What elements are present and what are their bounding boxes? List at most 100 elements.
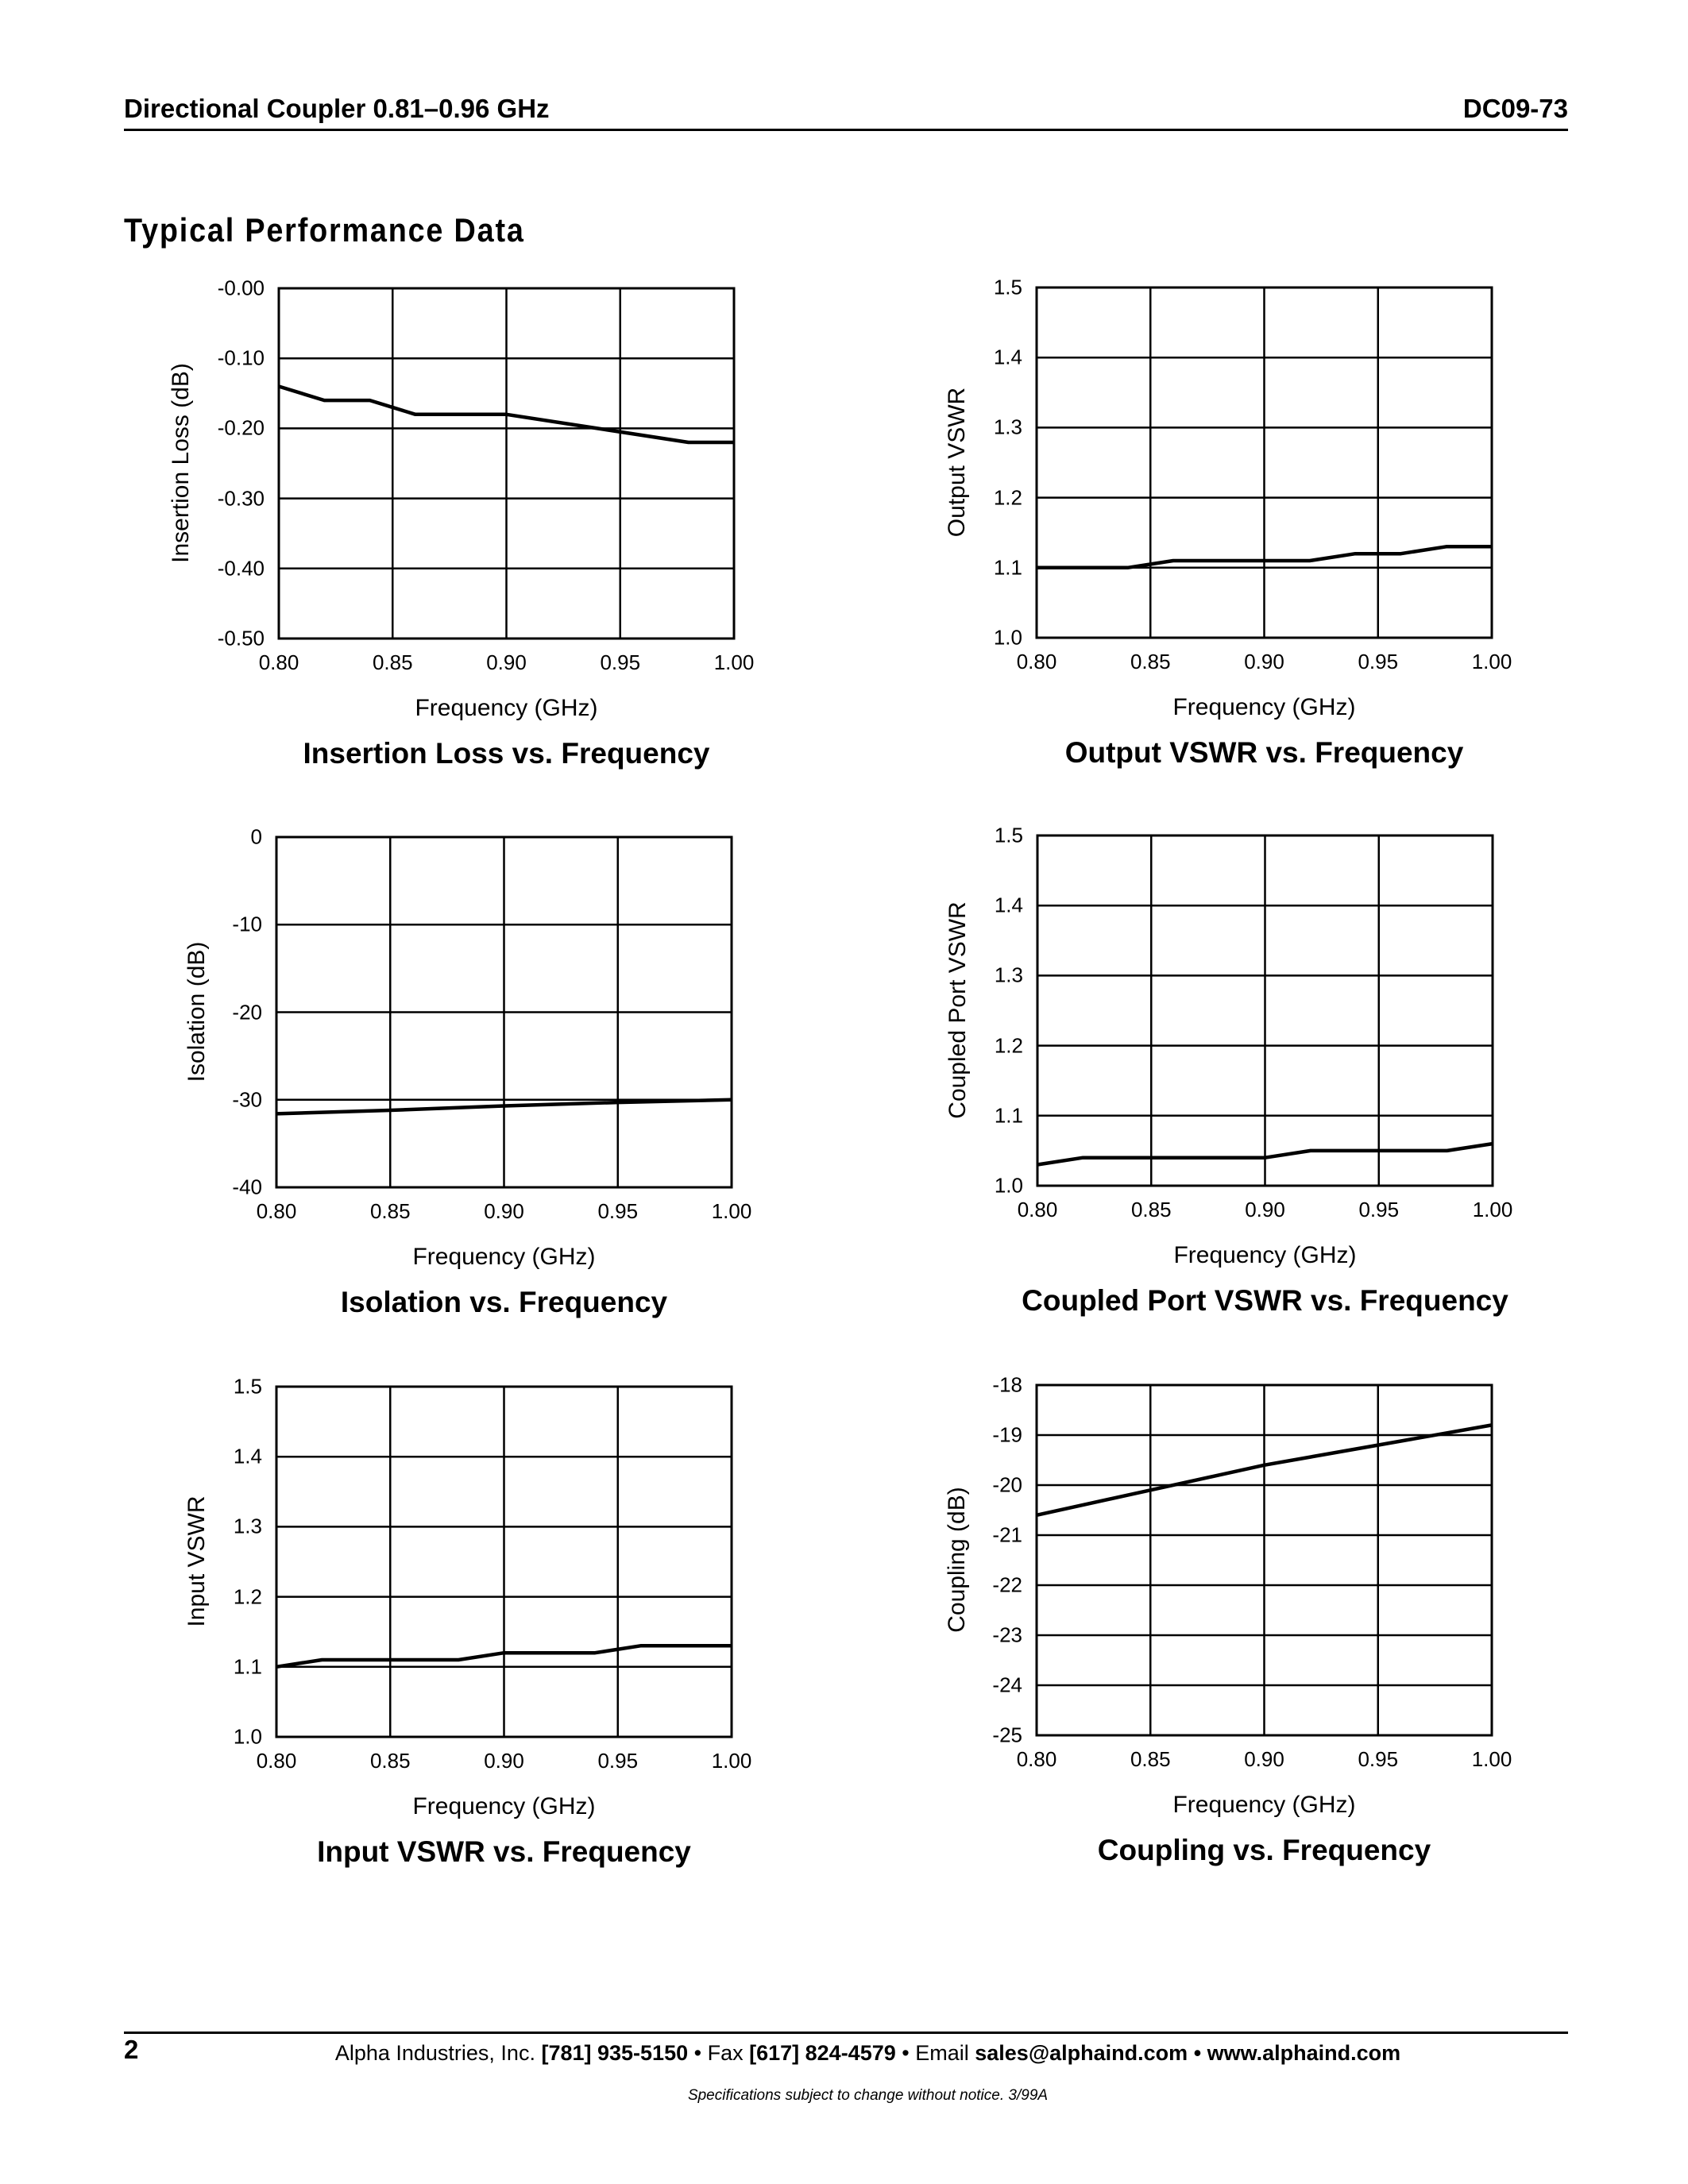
x-tick-label: 0.95 bbox=[600, 650, 641, 674]
y-tick-label: 1.0 bbox=[994, 1173, 1023, 1198]
chart-title: Coupled Port VSWR vs. Frequency bbox=[1022, 1284, 1508, 1317]
x-tick-label: 0.90 bbox=[484, 1199, 524, 1223]
y-tick-label: 1.4 bbox=[993, 345, 1022, 369]
y-tick-label: 1.5 bbox=[233, 1374, 262, 1399]
x-tick-label: 0.80 bbox=[256, 1199, 297, 1223]
x-tick-label: 0.95 bbox=[1358, 650, 1399, 673]
plot-area bbox=[1035, 286, 1493, 639]
y-tick-label: 1.5 bbox=[993, 275, 1022, 299]
y-tick-label: 1.2 bbox=[994, 1033, 1023, 1058]
y-tick-label: 1.3 bbox=[993, 415, 1022, 439]
fax: [617] 824-4579 bbox=[749, 2041, 896, 2065]
x-tick-label: 0.95 bbox=[1358, 1198, 1400, 1221]
y-tick-label: 1.3 bbox=[994, 963, 1023, 987]
y-tick-label: -0.00 bbox=[217, 276, 265, 300]
page-number: 2 bbox=[124, 2035, 139, 2064]
y-tick-label: -0.50 bbox=[217, 626, 265, 650]
chart-input-vswr: 1.5 1.4 1.3 1.2 1.1 1.0 0.80 0.85 0.90 0.95 1.00 Fr… bbox=[183, 1375, 751, 1869]
y-tick-label: -21 bbox=[992, 1522, 1022, 1547]
x-tick-label: 0.90 bbox=[1244, 650, 1284, 673]
y-tick-label: -19 bbox=[992, 1422, 1022, 1447]
fax-label: • Fax bbox=[693, 2041, 744, 2065]
plot-frame bbox=[1036, 834, 1494, 1187]
y-axis-label: Insertion Loss (dB) bbox=[168, 363, 194, 563]
series-line bbox=[1037, 545, 1492, 570]
header-title: Directional Coupler 0.81–0.96 GHz bbox=[124, 94, 550, 123]
plot-area bbox=[1035, 1383, 1493, 1737]
chart-title: Coupling vs. Frequency bbox=[1097, 1834, 1431, 1866]
chart-coupled-port-vswr: 1.5 1.4 1.3 1.2 1.1 1.0 0.80 0.85 0.90 0.95 1.00 Fr… bbox=[944, 824, 1512, 1318]
y-tick-label: 1.0 bbox=[993, 625, 1022, 650]
company-name: Alpha Industries, Inc. bbox=[334, 2041, 535, 2065]
y-tick-label: -22 bbox=[992, 1572, 1022, 1597]
x-tick-label: 0.90 bbox=[1245, 1198, 1285, 1221]
y-tick-label: -23 bbox=[992, 1623, 1022, 1647]
separator: • bbox=[1193, 2041, 1202, 2065]
x-tick-label: 1.00 bbox=[713, 650, 755, 674]
footer-contact: Alpha Industries, Inc. [781] 935-5150 • … bbox=[0, 2041, 1688, 2066]
website-link[interactable]: www.alphaind.com bbox=[1207, 2041, 1401, 2065]
chart-insertion-loss: -0.00 -0.10 -0.20 -0.30 -0.40 -0.50 0.80 0.85 0.… bbox=[168, 276, 754, 770]
x-tick-label: 0.85 bbox=[369, 1199, 411, 1223]
footer-rule bbox=[124, 2032, 1568, 2034]
chart-output-vswr: 1.5 1.4 1.3 1.2 1.1 1.0 0.80 0.85 0.90 0.95 1.00 Fr… bbox=[944, 276, 1512, 770]
header-part-number: DC09-73 bbox=[1462, 94, 1568, 123]
series-line bbox=[276, 1098, 732, 1116]
y-axis-label: Coupled Port VSWR bbox=[944, 901, 971, 1119]
plot-frame bbox=[1035, 286, 1493, 639]
chart-title: Insertion Loss vs. Frequency bbox=[303, 737, 710, 770]
x-tick-label: 1.00 bbox=[1472, 1198, 1513, 1221]
y-tick-label: -25 bbox=[992, 1723, 1022, 1747]
x-tick-label: 0.90 bbox=[484, 1749, 524, 1773]
y-tick-label: -0.40 bbox=[217, 556, 265, 581]
x-tick-label: 0.85 bbox=[1130, 1198, 1172, 1221]
x-tick-label: 1.00 bbox=[1471, 1747, 1512, 1771]
y-tick-label: 1.1 bbox=[993, 555, 1022, 580]
y-tick-label: -30 bbox=[232, 1087, 262, 1112]
chart-title: Isolation vs. Frequency bbox=[340, 1286, 668, 1318]
series-line bbox=[276, 1644, 732, 1669]
series-line bbox=[1037, 1141, 1493, 1167]
x-tick-label: 0.80 bbox=[1016, 650, 1057, 673]
plot-area bbox=[275, 1385, 733, 1738]
y-axis-label: Output VSWR bbox=[944, 387, 970, 538]
y-tick-label: 1.3 bbox=[233, 1514, 262, 1538]
x-tick-label: 0.85 bbox=[369, 1749, 411, 1773]
y-tick-label: -0.20 bbox=[217, 415, 265, 440]
x-tick-label: 1.00 bbox=[1471, 650, 1512, 673]
phone: [781] 935-5150 bbox=[541, 2041, 689, 2065]
y-tick-label: -20 bbox=[232, 1000, 262, 1024]
chart-isolation: 0 -10 -20 -30 -40 0.80 0.85 0.90 0.95 1.00 Frequen… bbox=[183, 825, 751, 1319]
plot-frame bbox=[275, 1385, 733, 1738]
y-tick-label: -10 bbox=[232, 912, 262, 936]
x-axis-label: Frequency (GHz) bbox=[412, 1244, 596, 1270]
y-tick-label: -20 bbox=[992, 1472, 1022, 1497]
x-tick-label: 0.80 bbox=[258, 650, 299, 674]
y-tick-label: 1.5 bbox=[994, 823, 1023, 847]
chart-coupling: -18 -19 -20 -21 -22 -23 -24 -25 0.80 0.85 0.90 0.95… bbox=[944, 1373, 1512, 1867]
y-tick-label: 1.2 bbox=[993, 485, 1022, 510]
y-tick-label: 1.4 bbox=[994, 893, 1023, 917]
series-line bbox=[278, 384, 734, 445]
y-axis-label: Isolation (dB) bbox=[183, 941, 210, 1082]
x-tick-label: 1.00 bbox=[711, 1749, 752, 1773]
y-tick-label: -0.30 bbox=[217, 486, 265, 511]
y-tick-label: 1.0 bbox=[233, 1724, 262, 1749]
y-tick-label: 1.1 bbox=[233, 1654, 262, 1679]
y-tick-label: -18 bbox=[992, 1372, 1022, 1397]
plot-frame bbox=[275, 835, 733, 1189]
plot-area bbox=[275, 835, 733, 1189]
chart-title: Input VSWR vs. Frequency bbox=[317, 1835, 691, 1868]
x-tick-label: 1.00 bbox=[711, 1199, 752, 1223]
x-axis-label: Frequency (GHz) bbox=[1172, 1792, 1356, 1818]
series-line bbox=[1036, 1423, 1493, 1517]
email-link[interactable]: sales@alphaind.com bbox=[975, 2041, 1188, 2065]
y-tick-label: -24 bbox=[992, 1673, 1022, 1697]
x-tick-label: 0.85 bbox=[1130, 1747, 1171, 1771]
x-tick-label: 0.85 bbox=[1130, 650, 1171, 673]
y-tick-label: 1.2 bbox=[233, 1584, 262, 1609]
footer-note: Specifications subject to change without… bbox=[687, 2087, 1049, 2104]
plot-area bbox=[1036, 834, 1494, 1187]
x-tick-label: 0.80 bbox=[1017, 1198, 1058, 1221]
chart-title: Output VSWR vs. Frequency bbox=[1064, 736, 1464, 769]
